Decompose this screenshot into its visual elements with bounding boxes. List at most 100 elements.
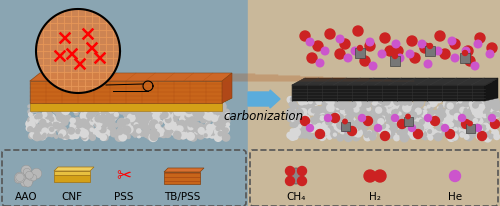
Circle shape <box>178 112 186 120</box>
Circle shape <box>184 131 190 138</box>
Circle shape <box>408 127 412 131</box>
Circle shape <box>388 109 394 115</box>
Circle shape <box>432 132 440 140</box>
Circle shape <box>136 129 141 134</box>
Circle shape <box>218 108 223 113</box>
Circle shape <box>319 115 328 124</box>
Circle shape <box>336 107 340 112</box>
Circle shape <box>426 115 433 122</box>
Circle shape <box>204 106 208 111</box>
Circle shape <box>396 117 402 124</box>
Circle shape <box>90 130 94 135</box>
Circle shape <box>470 125 478 133</box>
Circle shape <box>160 114 166 120</box>
Circle shape <box>403 125 412 135</box>
Circle shape <box>347 118 354 124</box>
Circle shape <box>456 109 462 115</box>
Circle shape <box>299 108 308 117</box>
Circle shape <box>151 130 158 138</box>
Circle shape <box>106 126 117 136</box>
Circle shape <box>73 133 80 139</box>
Circle shape <box>458 109 466 117</box>
Circle shape <box>32 133 42 142</box>
Circle shape <box>413 97 421 104</box>
Circle shape <box>492 107 496 111</box>
Circle shape <box>371 117 380 126</box>
Circle shape <box>330 123 340 132</box>
Circle shape <box>147 135 152 140</box>
Circle shape <box>426 102 434 111</box>
Circle shape <box>437 118 446 127</box>
Circle shape <box>36 132 46 141</box>
Circle shape <box>382 102 392 111</box>
Circle shape <box>142 113 148 118</box>
Circle shape <box>27 174 34 180</box>
Circle shape <box>60 131 70 140</box>
Circle shape <box>30 107 36 112</box>
Circle shape <box>392 133 398 137</box>
Circle shape <box>182 121 190 129</box>
Circle shape <box>290 129 294 133</box>
Circle shape <box>288 132 296 141</box>
Circle shape <box>100 113 106 121</box>
Circle shape <box>304 116 310 123</box>
Circle shape <box>448 128 454 133</box>
Circle shape <box>384 102 388 106</box>
Circle shape <box>310 117 318 125</box>
Circle shape <box>306 119 312 126</box>
Circle shape <box>406 118 415 127</box>
Circle shape <box>424 119 433 129</box>
Circle shape <box>93 128 98 133</box>
Circle shape <box>220 115 230 124</box>
Circle shape <box>413 117 422 126</box>
Circle shape <box>145 108 150 114</box>
Circle shape <box>410 103 418 111</box>
Circle shape <box>464 95 474 105</box>
Circle shape <box>192 131 198 136</box>
Circle shape <box>406 104 412 110</box>
Circle shape <box>223 130 228 135</box>
Circle shape <box>203 106 209 112</box>
Circle shape <box>186 116 193 123</box>
Circle shape <box>314 118 321 125</box>
Circle shape <box>451 55 459 62</box>
Circle shape <box>40 130 47 137</box>
Circle shape <box>178 114 188 123</box>
Circle shape <box>114 133 124 142</box>
Circle shape <box>98 127 106 136</box>
Circle shape <box>149 120 158 129</box>
Circle shape <box>427 129 432 134</box>
Circle shape <box>105 115 115 124</box>
Circle shape <box>466 108 472 114</box>
Circle shape <box>330 129 336 136</box>
Circle shape <box>406 108 416 117</box>
Circle shape <box>484 94 494 104</box>
Circle shape <box>290 122 295 128</box>
Circle shape <box>412 108 418 115</box>
Circle shape <box>343 120 347 124</box>
Circle shape <box>390 101 400 110</box>
Circle shape <box>430 97 437 105</box>
Circle shape <box>389 133 396 139</box>
Circle shape <box>70 118 76 124</box>
Circle shape <box>90 115 97 122</box>
Circle shape <box>27 126 34 133</box>
Circle shape <box>186 107 194 114</box>
Circle shape <box>472 118 478 123</box>
Circle shape <box>134 122 138 128</box>
Circle shape <box>420 110 429 118</box>
Circle shape <box>346 128 352 135</box>
Circle shape <box>412 118 422 127</box>
Circle shape <box>94 128 102 136</box>
Circle shape <box>418 41 426 49</box>
Circle shape <box>356 119 360 124</box>
Circle shape <box>142 109 151 117</box>
Circle shape <box>438 125 444 132</box>
Circle shape <box>393 135 400 142</box>
Circle shape <box>462 51 468 56</box>
Circle shape <box>82 116 87 121</box>
Circle shape <box>158 120 163 125</box>
Circle shape <box>84 124 90 131</box>
Circle shape <box>118 108 124 115</box>
Circle shape <box>410 131 418 140</box>
